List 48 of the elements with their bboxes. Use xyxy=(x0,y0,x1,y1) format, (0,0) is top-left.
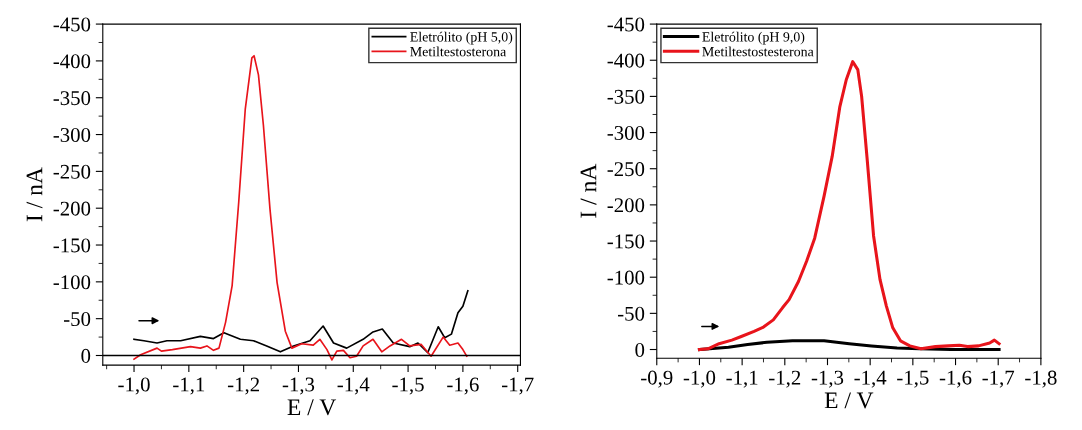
y-axis-title: I / nA xyxy=(26,167,43,222)
line-series xyxy=(133,289,469,354)
y-tick-label: -300 xyxy=(607,125,645,140)
y-tick-label: -100 xyxy=(607,270,645,285)
y-tick-label: -150 xyxy=(53,238,91,253)
y-tick-label: -400 xyxy=(607,53,645,68)
x-tick-label: -1,6 xyxy=(939,370,972,388)
y-tick-label: -50 xyxy=(617,306,645,321)
x-tick-label: -1,1 xyxy=(173,377,205,395)
y-tick-label: -350 xyxy=(53,91,91,106)
y-tick-label: -450 xyxy=(53,17,91,32)
y-axis-title: I / nA xyxy=(580,163,597,218)
x-tick-label: -1,7 xyxy=(982,370,1015,388)
y-tick-label: -450 xyxy=(607,17,645,32)
x-tick-label: -1,4 xyxy=(854,370,887,388)
legend-label: Eletrólito (pH 9,0) xyxy=(702,31,805,45)
x-tick-label: -1,5 xyxy=(392,377,424,395)
x-tick-label: -0,9 xyxy=(641,370,673,388)
y-tick-label: 0 xyxy=(635,342,645,357)
legend-label: Eletrólito (pH 5,0) xyxy=(410,31,513,45)
x-tick-label: -1,3 xyxy=(811,370,844,388)
y-tick-label: -250 xyxy=(53,164,91,179)
x-tick-label: -1,7 xyxy=(501,377,534,395)
x-tick-label: -1,0 xyxy=(683,370,716,388)
x-tick-label: -1,3 xyxy=(282,377,315,395)
y-tick-label: 0 xyxy=(81,348,91,363)
legend-label: Metiltestosterona xyxy=(410,46,507,57)
y-tick-label: -250 xyxy=(607,162,645,177)
x-tick-label: -1,8 xyxy=(1025,370,1057,388)
y-tick-label: -200 xyxy=(607,198,645,213)
y-tick-label: -400 xyxy=(53,54,91,69)
x-tick-label: -1,2 xyxy=(769,370,801,388)
x-tick-label: -1,4 xyxy=(337,377,370,395)
y-tick-label: -100 xyxy=(53,275,91,290)
x-tick-label: -1,5 xyxy=(897,370,929,388)
legend-label: Metiltestostesterona xyxy=(702,46,814,57)
x-axis-title: E / V xyxy=(824,392,874,409)
x-tick-label: -1,6 xyxy=(447,377,479,395)
y-tick-label: -350 xyxy=(607,89,645,104)
y-tick-label: -300 xyxy=(53,127,91,142)
y-tick-label: -200 xyxy=(53,201,91,216)
line-series xyxy=(697,60,1001,352)
x-axis-title: E / V xyxy=(287,399,337,416)
x-tick-label: -1,1 xyxy=(726,370,758,388)
y-tick-label: -50 xyxy=(63,312,91,327)
y-tick-label: -150 xyxy=(607,234,645,249)
x-tick-label: -1,0 xyxy=(118,377,150,395)
x-tick-label: -1,2 xyxy=(227,377,259,395)
